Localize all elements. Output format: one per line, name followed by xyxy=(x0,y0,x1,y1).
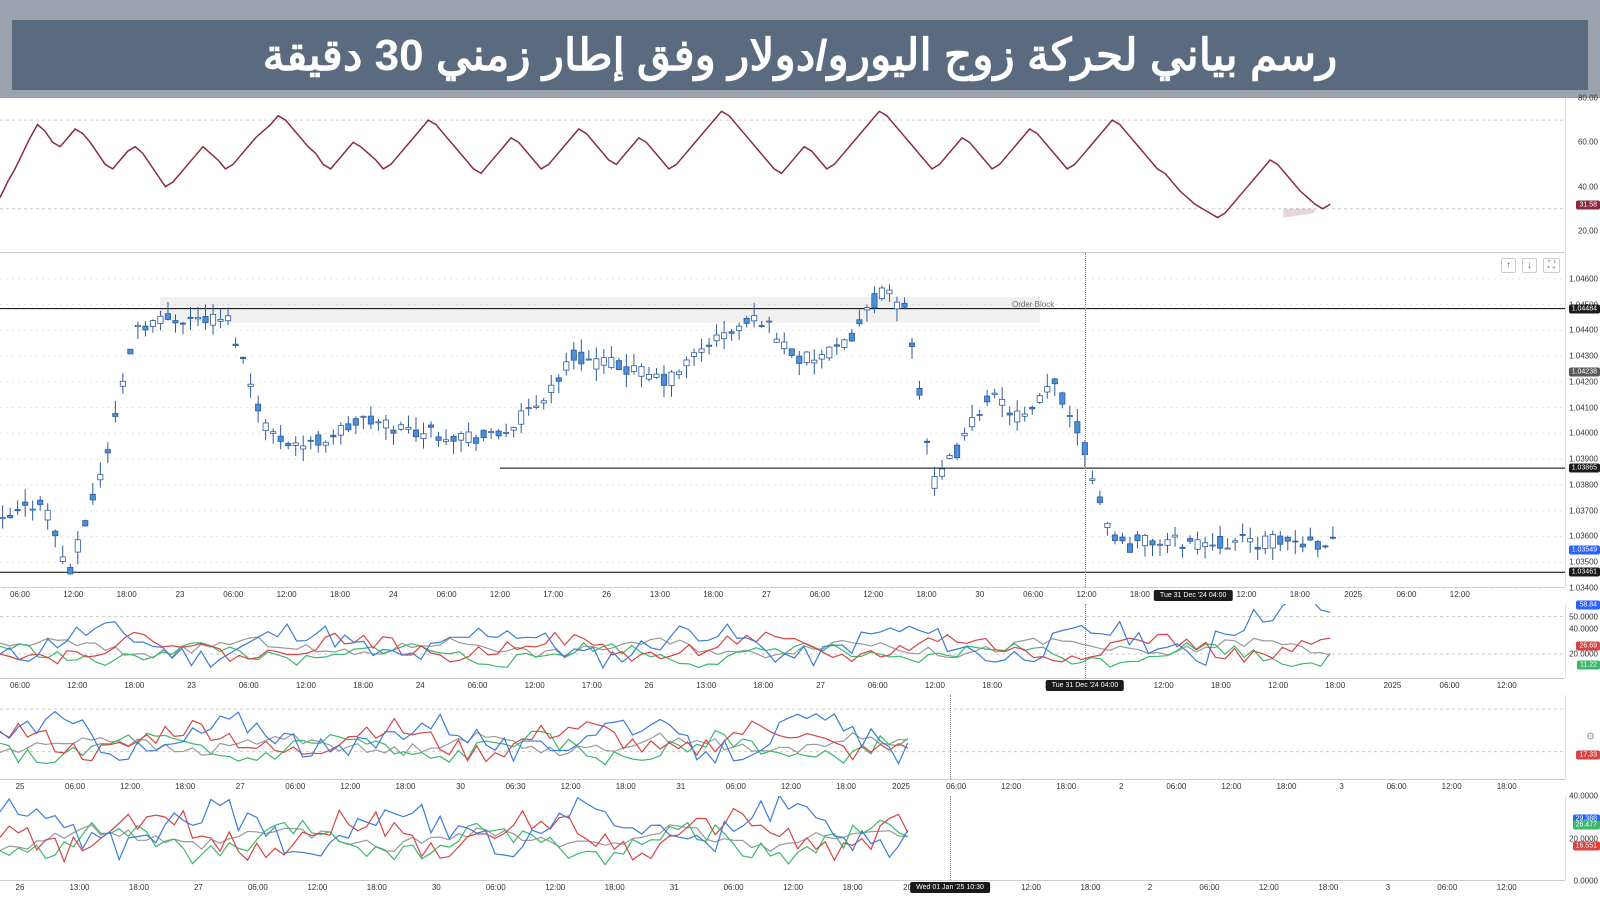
rsi-panel: 20.0040.0060.0080.0031.58 xyxy=(0,98,1565,253)
oscillator1-panel: 20.000040.000050.000058.8426.6911.22 xyxy=(0,604,1565,679)
osc1-x-axis: 06:0012:0018:002306:0012:0018:002406:001… xyxy=(0,679,1565,695)
crosshair-vertical xyxy=(1085,253,1086,587)
osc2-x-axis: 2506:0012:0018:002706:0012:0018:003006:3… xyxy=(0,780,1565,796)
price-panel[interactable]: Order Block 1.034001.035001.036001.03700… xyxy=(0,253,1565,588)
gear-icon[interactable]: ⚙ xyxy=(1586,732,1595,743)
candlestick-chart: Order Block xyxy=(0,253,1565,588)
rsi-chart xyxy=(0,98,1565,253)
osc3-x-axis: 2613:0018:002706:0012:0018:003006:0012:0… xyxy=(0,881,1565,897)
price-y-axis: 1.034001.035001.036001.037001.038001.039… xyxy=(1565,253,1600,587)
crosshair-vertical xyxy=(1085,604,1086,678)
osc3-y-axis: 0.000020.000040.000029.38826.47716.551 xyxy=(1565,796,1600,880)
svg-text:Order Block: Order Block xyxy=(1012,300,1055,309)
crosshair-vertical xyxy=(950,695,951,779)
oscillator2-chart xyxy=(0,695,1565,780)
price-x-axis: 06:0012:0018:002306:0012:0018:002406:001… xyxy=(0,588,1565,604)
crosshair-vertical xyxy=(950,796,951,880)
chart-container: 20.0040.0060.0080.0031.58 ↑ ↓ ⛶ Order Bl… xyxy=(0,98,1600,900)
oscillator3-panel: 0.000020.000040.000029.38826.47716.551 xyxy=(0,796,1565,881)
oscillator3-chart xyxy=(0,796,1565,881)
oscillator2-panel: 17.33 ⚙ xyxy=(0,695,1565,780)
chart-title: رسم بياني لحركة زوج اليورو/دولار وفق إطا… xyxy=(12,20,1588,90)
oscillator1-chart xyxy=(0,604,1565,679)
rsi-y-axis: 20.0040.0060.0080.0031.58 xyxy=(1565,98,1600,252)
osc1-y-axis: 20.000040.000050.000058.8426.6911.22 xyxy=(1565,604,1600,678)
